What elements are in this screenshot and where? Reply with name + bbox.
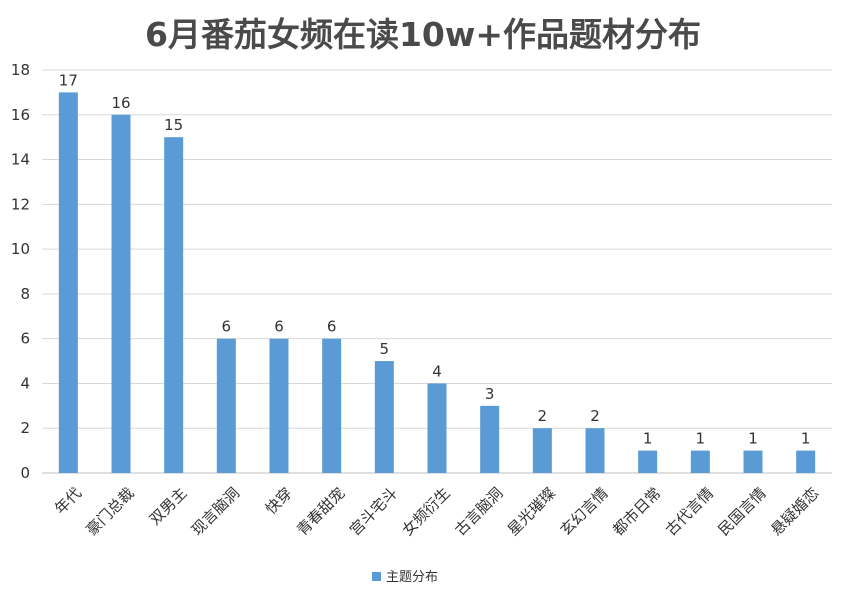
bar xyxy=(532,428,552,473)
chart-title: 6月番茄女频在读10w+作品题材分布 xyxy=(145,15,701,54)
bar xyxy=(796,450,816,473)
y-tick-label: 4 xyxy=(20,374,30,392)
legend-swatch xyxy=(372,572,381,581)
x-tick-label: 都市日常 xyxy=(609,484,664,539)
x-tick-label: 古言脑洞 xyxy=(451,484,506,539)
data-labels: 17 16 15 6 6 6 5 4 3 2 2 1 1 1 1 xyxy=(59,71,811,447)
bar xyxy=(322,338,342,473)
data-label: 1 xyxy=(801,430,811,448)
y-axis-ticks: 0 2 4 6 8 10 12 14 16 18 xyxy=(11,61,30,482)
data-label: 6 xyxy=(327,318,337,336)
y-tick-label: 12 xyxy=(11,195,30,213)
x-tick-label: 年代 xyxy=(51,484,85,518)
legend-label: 主题分布 xyxy=(386,570,438,585)
data-label: 1 xyxy=(748,430,758,448)
x-tick-label: 星光璀璨 xyxy=(504,484,559,539)
x-tick-label: 玄幻言情 xyxy=(557,484,612,539)
y-tick-label: 2 xyxy=(20,419,30,437)
bar xyxy=(638,450,658,473)
data-label: 15 xyxy=(164,116,183,134)
data-label: 6 xyxy=(222,318,232,336)
bars xyxy=(58,92,816,474)
data-label: 4 xyxy=(432,362,442,380)
y-tick-label: 8 xyxy=(20,285,30,303)
bar xyxy=(480,405,500,473)
y-tick-label: 6 xyxy=(20,330,30,348)
bar xyxy=(690,450,710,473)
bar xyxy=(164,137,184,473)
x-tick-label: 双男主 xyxy=(146,484,191,529)
x-tick-label: 青春甜宠 xyxy=(293,484,348,539)
bar xyxy=(743,450,763,473)
y-tick-label: 0 xyxy=(20,464,30,482)
y-tick-label: 18 xyxy=(11,61,30,79)
x-tick-label: 快穿 xyxy=(262,484,296,518)
x-tick-label: 古代言情 xyxy=(662,484,717,539)
y-tick-label: 10 xyxy=(11,240,30,258)
y-tick-label: 14 xyxy=(11,151,30,169)
data-label: 5 xyxy=(380,340,390,358)
x-tick-label: 女频衍生 xyxy=(399,484,454,539)
data-label: 2 xyxy=(538,407,548,425)
bar xyxy=(111,114,131,474)
bar xyxy=(374,361,394,473)
bar xyxy=(427,383,447,473)
data-label: 16 xyxy=(111,94,130,112)
legend: 主题分布 xyxy=(372,570,438,585)
x-tick-label: 豪门总裁 xyxy=(83,484,138,539)
bar xyxy=(216,338,236,473)
y-tick-label: 16 xyxy=(11,106,30,124)
bar xyxy=(269,338,289,473)
x-tick-label: 宫斗宅斗 xyxy=(346,484,401,539)
bar xyxy=(58,92,78,473)
data-label: 6 xyxy=(274,318,284,336)
x-tick-label: 现言脑洞 xyxy=(188,484,243,539)
data-label: 17 xyxy=(59,71,78,89)
x-tick-label: 悬疑婚恋 xyxy=(767,484,822,539)
bar xyxy=(585,428,605,473)
x-tick-label: 民国言情 xyxy=(715,484,770,539)
data-label: 1 xyxy=(643,430,653,448)
data-label: 1 xyxy=(696,430,706,448)
data-label: 3 xyxy=(485,385,495,403)
data-label: 2 xyxy=(590,407,600,425)
